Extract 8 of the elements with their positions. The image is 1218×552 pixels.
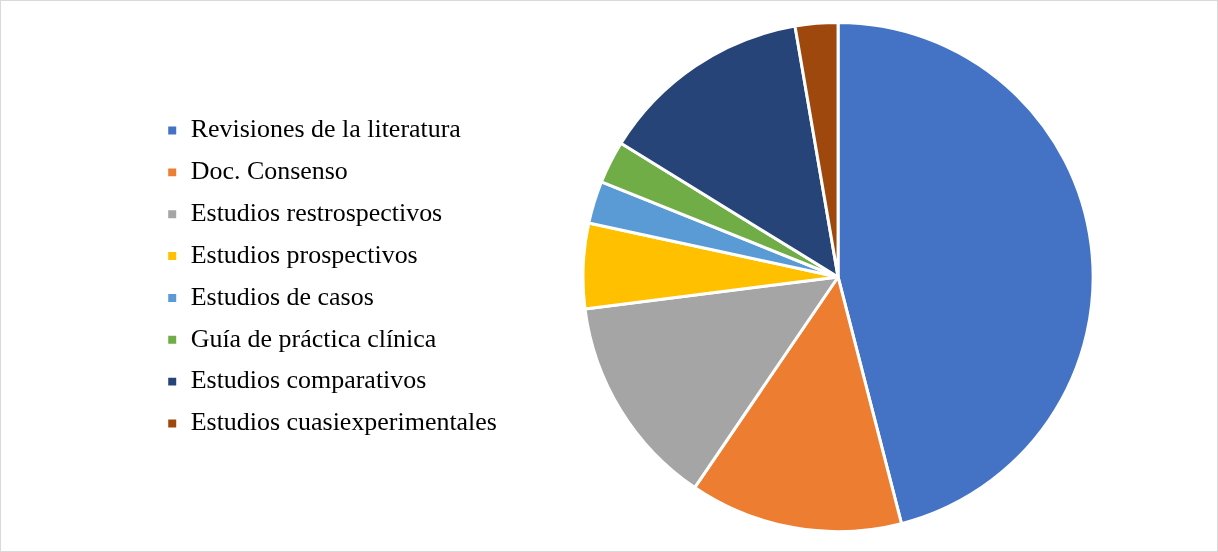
legend-label: Revisiones de la literatura	[190, 114, 462, 144]
legend-label: Estudios cuasiexperimentales	[190, 407, 497, 437]
legend-label: Guía de práctica clínica	[190, 323, 437, 353]
legend-label: Estudios comparativos	[190, 365, 427, 395]
legend-label: Estudios de casos	[190, 281, 374, 311]
legend-label: Doc. Consenso	[190, 156, 348, 186]
legend-label: Estudios restrospectivos	[190, 198, 443, 228]
legend-label: Estudios prospectivos	[190, 239, 418, 269]
